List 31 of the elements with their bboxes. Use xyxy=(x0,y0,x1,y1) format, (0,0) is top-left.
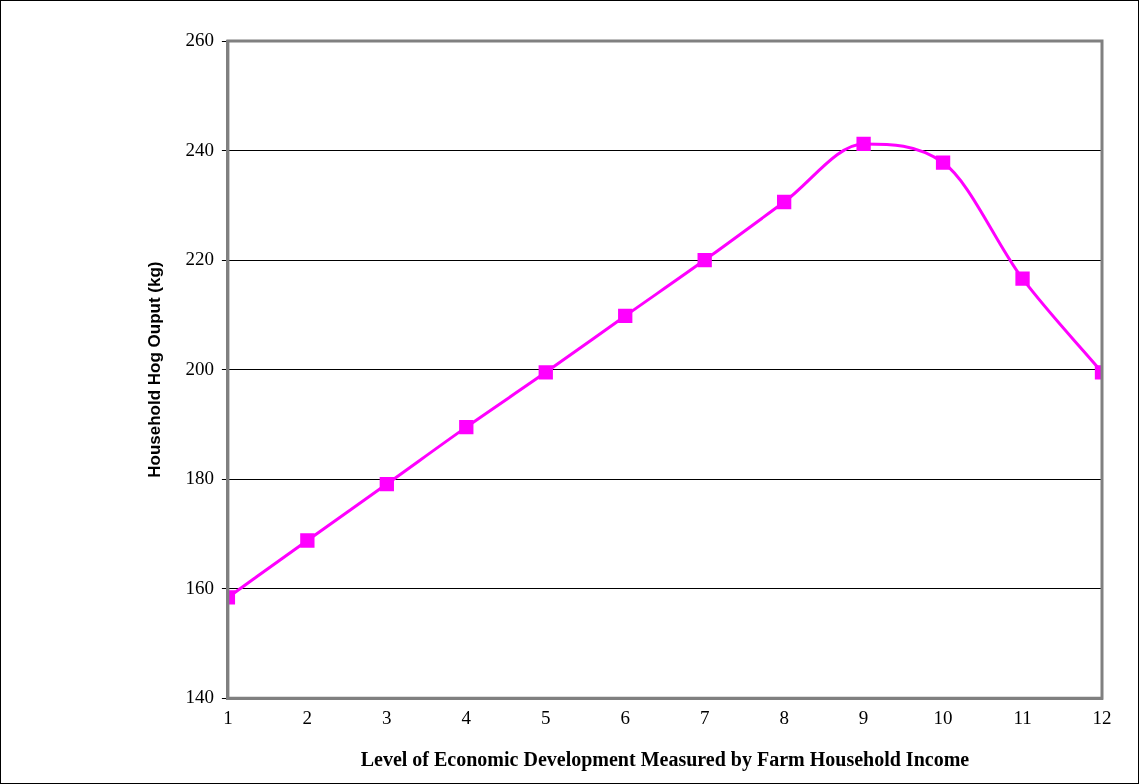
y-tick-label: 140 xyxy=(185,686,214,708)
x-tick-label: 5 xyxy=(541,706,551,728)
point xyxy=(856,136,871,152)
point xyxy=(459,419,474,435)
y-axis-title: Household Hog Ouput (kg) xyxy=(144,261,164,478)
y-tick-label: 160 xyxy=(185,576,214,598)
y-tick-label: 240 xyxy=(185,138,214,160)
point xyxy=(538,365,553,380)
x-tick-label: 1 xyxy=(223,706,233,728)
y-tick-label: 260 xyxy=(185,28,214,50)
point xyxy=(379,476,394,492)
point xyxy=(1015,271,1030,286)
x-tick-label: 2 xyxy=(302,706,313,728)
y-tick-label: 180 xyxy=(185,467,214,489)
x-tick-label: 6 xyxy=(620,706,630,728)
point xyxy=(776,194,792,210)
point xyxy=(935,155,951,170)
x-tick-label: 7 xyxy=(699,706,710,728)
x-tick-label: 9 xyxy=(858,706,869,728)
x-tick-label: 8 xyxy=(779,706,789,728)
x-tick-label: 4 xyxy=(461,706,472,728)
point xyxy=(300,533,315,548)
x-axis-title: Level of Economic Development Measured by Farm Household Income xyxy=(360,748,970,772)
x-tick-label: 10 xyxy=(933,706,953,728)
x-tick-label: 11 xyxy=(1013,706,1032,728)
x-tick-label: 3 xyxy=(382,706,392,728)
point xyxy=(697,252,712,268)
y-tick-label: 200 xyxy=(185,357,214,379)
x-tick-label: 12 xyxy=(1092,706,1112,728)
y-tick-label: 220 xyxy=(185,248,214,270)
point xyxy=(618,308,633,324)
